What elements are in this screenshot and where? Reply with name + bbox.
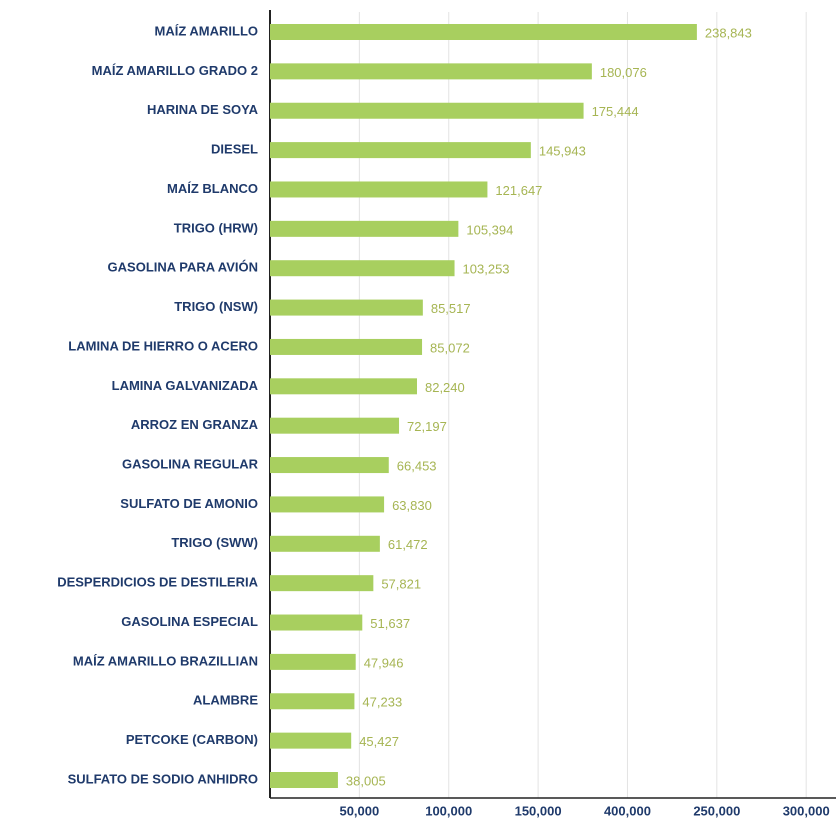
value-label: 61,472	[388, 537, 428, 552]
value-label: 103,253	[463, 262, 510, 277]
x-tick-label: 150,000	[515, 803, 562, 818]
category-label: MAÍZ AMARILLO BRAZILLIAN	[73, 653, 258, 668]
value-label: 82,240	[425, 380, 465, 395]
category-label: ARROZ EN GRANZA	[131, 417, 259, 432]
category-label: MAÍZ BLANCO	[167, 181, 258, 196]
category-label: TRIGO (HRW)	[174, 220, 258, 235]
bar	[270, 535, 380, 552]
value-label: 66,453	[397, 458, 437, 473]
category-label: TRIGO (NSW)	[174, 299, 258, 314]
bar	[270, 653, 356, 670]
bar	[270, 142, 531, 159]
bar	[270, 378, 417, 395]
value-label: 51,637	[370, 616, 410, 631]
value-label: 72,197	[407, 419, 447, 434]
value-label: 175,444	[592, 104, 639, 119]
category-label: HARINA DE SOYA	[147, 102, 259, 117]
category-label: TRIGO (SWW)	[171, 535, 258, 550]
bar	[270, 496, 385, 513]
value-label: 238,843	[705, 25, 752, 40]
category-label: DESPERDICIOS DE DESTILERIA	[57, 575, 258, 590]
category-label: SULFATO DE SODIO ANHIDRO	[68, 771, 258, 786]
bar	[270, 693, 355, 710]
bar	[270, 772, 338, 788]
category-label: LAMINA DE HIERRO O ACERO	[68, 338, 258, 353]
category-label: LAMINA GALVANIZADA	[112, 378, 259, 393]
value-label: 85,517	[431, 301, 471, 316]
bar	[270, 260, 455, 277]
value-label: 105,394	[466, 222, 513, 237]
x-tick-label: 100,000	[425, 803, 472, 818]
bar	[270, 575, 374, 592]
value-label: 47,233	[362, 695, 402, 710]
bar	[270, 732, 352, 749]
x-tick-label: 300,000	[783, 803, 830, 818]
x-tick-label: 400,000	[604, 803, 651, 818]
category-label: MAÍZ AMARILLO GRADO 2	[92, 63, 258, 78]
bar	[270, 63, 592, 80]
value-label: 63,830	[392, 498, 432, 513]
bar	[270, 24, 697, 40]
category-label: SULFATO DE AMONIO	[120, 496, 258, 511]
x-tick-label: 50,000	[339, 803, 379, 818]
bar	[270, 417, 400, 434]
category-label: GASOLINA PARA AVIÓN	[108, 260, 258, 275]
bar	[270, 457, 389, 474]
value-label: 145,943	[539, 144, 586, 159]
category-label: GASOLINA REGULAR	[122, 456, 259, 471]
category-label: PETCOKE (CARBON)	[126, 732, 258, 747]
value-label: 45,427	[359, 734, 399, 749]
bar	[270, 181, 488, 198]
value-label: 57,821	[381, 577, 421, 592]
bar	[270, 299, 423, 316]
value-label: 47,946	[364, 655, 404, 670]
category-label: ALAMBRE	[193, 693, 258, 708]
x-tick-label: 250,000	[693, 803, 740, 818]
bar	[270, 220, 459, 237]
value-label: 38,005	[346, 773, 386, 788]
value-label: 85,072	[430, 340, 470, 355]
category-label: MAÍZ AMARILLO	[155, 23, 259, 38]
category-label: DIESEL	[211, 142, 258, 157]
value-label: 121,647	[495, 183, 542, 198]
category-label: GASOLINA ESPECIAL	[121, 614, 258, 629]
bar	[270, 102, 584, 119]
bar	[270, 614, 363, 631]
bar	[270, 338, 423, 355]
value-label: 180,076	[600, 65, 647, 80]
